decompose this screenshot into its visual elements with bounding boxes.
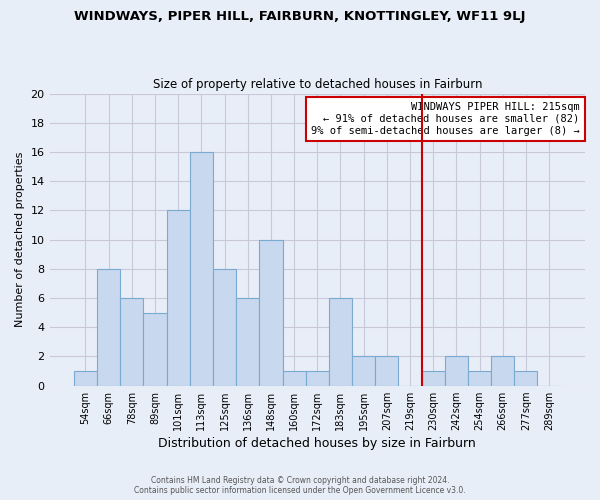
Title: Size of property relative to detached houses in Fairburn: Size of property relative to detached ho…: [152, 78, 482, 91]
Text: WINDWAYS PIPER HILL: 215sqm
← 91% of detached houses are smaller (82)
9% of semi: WINDWAYS PIPER HILL: 215sqm ← 91% of det…: [311, 102, 580, 136]
Bar: [329, 298, 352, 386]
Bar: [167, 210, 190, 386]
Y-axis label: Number of detached properties: Number of detached properties: [15, 152, 25, 328]
Bar: [514, 371, 538, 386]
Text: WINDWAYS, PIPER HILL, FAIRBURN, KNOTTINGLEY, WF11 9LJ: WINDWAYS, PIPER HILL, FAIRBURN, KNOTTING…: [74, 10, 526, 23]
Text: Contains HM Land Registry data © Crown copyright and database right 2024.
Contai: Contains HM Land Registry data © Crown c…: [134, 476, 466, 495]
Bar: [120, 298, 143, 386]
Bar: [190, 152, 213, 386]
Bar: [283, 371, 305, 386]
Bar: [97, 269, 120, 386]
Bar: [352, 356, 375, 386]
Bar: [445, 356, 468, 386]
Bar: [422, 371, 445, 386]
Bar: [143, 312, 167, 386]
Bar: [375, 356, 398, 386]
Bar: [236, 298, 259, 386]
Bar: [74, 371, 97, 386]
Bar: [468, 371, 491, 386]
Bar: [305, 371, 329, 386]
Bar: [491, 356, 514, 386]
Bar: [259, 240, 283, 386]
X-axis label: Distribution of detached houses by size in Fairburn: Distribution of detached houses by size …: [158, 437, 476, 450]
Bar: [213, 269, 236, 386]
